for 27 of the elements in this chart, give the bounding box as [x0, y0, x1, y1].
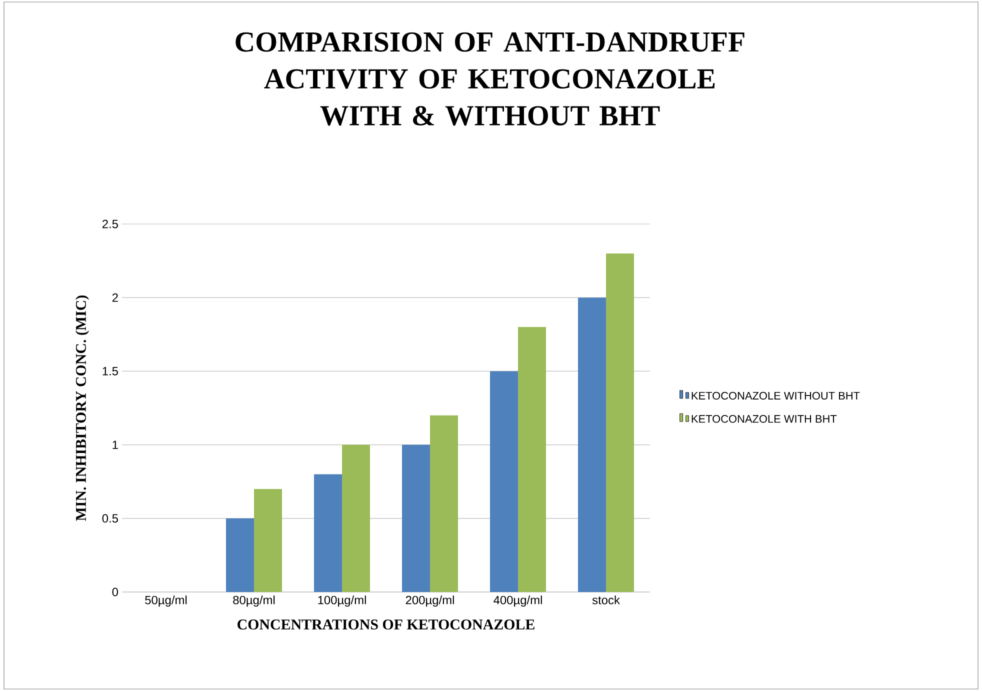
bar — [402, 444, 430, 592]
bar — [254, 488, 282, 592]
bar — [606, 253, 634, 592]
y-tick-label: 1 — [112, 440, 118, 449]
y-axis-title: MIN. INHIBITORY CONC. (MIC) — [75, 296, 90, 521]
bar — [490, 371, 518, 592]
legend-label: KETOCONAZOLE WITH BHT — [692, 415, 837, 423]
x-tick-label: 50µg/ml — [145, 596, 187, 607]
bar — [578, 298, 606, 592]
legend-label: KETOCONAZOLE WITHOUT BHT — [692, 392, 860, 400]
bar — [518, 327, 546, 592]
x-tick-label: 400µg/ml — [494, 596, 542, 607]
x-tick-label: 80µg/ml — [233, 596, 275, 607]
y-tick-label: 0 — [112, 588, 118, 596]
bar — [342, 444, 370, 592]
bar — [226, 518, 254, 592]
x-tick-label: stock — [592, 596, 620, 604]
y-tick-label: 1.5 — [102, 367, 118, 376]
y-tick-label: 2 — [112, 293, 118, 302]
y-tick-label: 0.5 — [102, 514, 118, 523]
x-axis-title: CONCENTRATIONS OF KETOCONAZOLE — [238, 620, 534, 630]
x-tick-label: 100µg/ml — [318, 596, 366, 607]
bar — [314, 474, 342, 592]
y-tick-label: 2.5 — [102, 220, 118, 228]
x-tick-label: 200µg/ml — [406, 596, 454, 607]
bar — [430, 415, 458, 592]
chart-title: COMPARISION OF ANTI-DANDRUFF ACTIVITY OF KETOCONAZOLE WITH & WITHOUT BHT — [236, 32, 744, 126]
